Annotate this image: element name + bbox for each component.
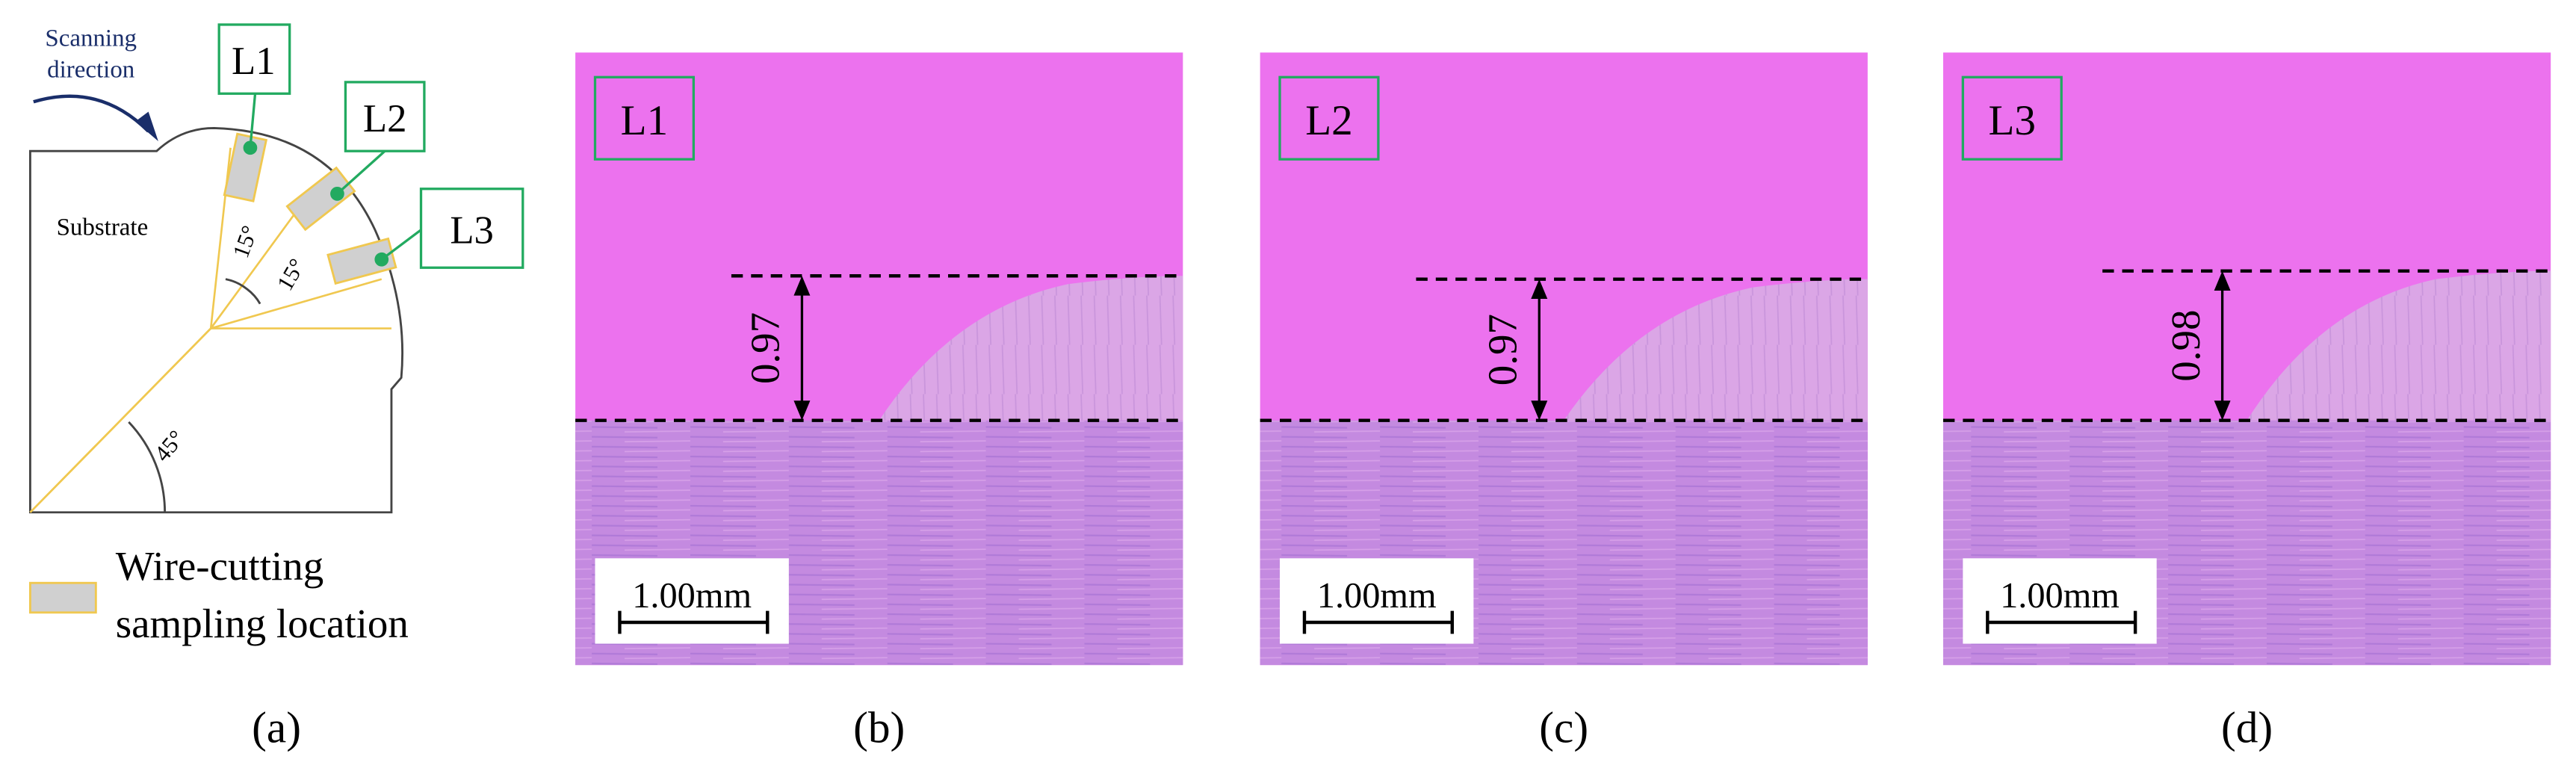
callouts — [217, 23, 524, 269]
legend-text: sampling location — [116, 601, 409, 646]
panel-label: L2 — [1305, 97, 1352, 144]
clad-bead — [1564, 279, 1868, 421]
scale-bar — [1302, 610, 1454, 634]
label-box — [593, 75, 696, 161]
arrow-head — [135, 111, 158, 142]
caption: (c) — [1539, 702, 1588, 752]
scale-text: 1.00mm — [632, 576, 752, 616]
label-box — [1961, 75, 2063, 161]
micrograph: 0.97 L2 1.00mm (c) — [1260, 52, 1868, 752]
ray-45 — [29, 327, 391, 513]
angle-arcs — [225, 278, 261, 305]
clad-bead — [2247, 270, 2551, 421]
location-label: L1 — [232, 40, 276, 83]
sample-location — [285, 166, 356, 232]
panel-a — [28, 23, 524, 614]
scale-box — [595, 558, 789, 644]
caption: (d) — [2221, 702, 2273, 752]
legend-swatch — [28, 581, 97, 614]
caption: (b) — [853, 702, 905, 752]
scale-text: 1.00mm — [2000, 576, 2120, 616]
scale-text: 1.00mm — [1317, 576, 1437, 616]
scale-bar — [1986, 610, 2137, 634]
scale-box — [1963, 558, 2157, 644]
label-box — [1278, 75, 1380, 161]
location-label: L3 — [450, 208, 494, 252]
scan-label: direction — [47, 56, 134, 83]
panel-label: L3 — [1989, 97, 2036, 144]
substrate-label: Substrate — [57, 214, 149, 241]
micrograph: 0.98 L3 1.00mm (d) — [1942, 52, 2551, 752]
scale-box — [1280, 558, 1474, 644]
height-label: 0.97 — [1480, 314, 1526, 386]
angle-arc — [128, 421, 167, 513]
clad-bead — [879, 276, 1183, 421]
scan-arrow — [33, 94, 150, 133]
scale-bar — [618, 610, 770, 634]
legend-text: Wire-cutting — [116, 543, 323, 589]
caption: (a) — [252, 702, 301, 752]
panel-label: L1 — [621, 97, 668, 144]
scan-label: Scanning — [45, 25, 137, 52]
location-label: L2 — [363, 97, 407, 140]
height-label: 0.97 — [743, 312, 788, 384]
height-label: 0.98 — [2163, 310, 2208, 382]
micrograph: 0.97 L1 1.00mm (b) — [575, 52, 1183, 752]
